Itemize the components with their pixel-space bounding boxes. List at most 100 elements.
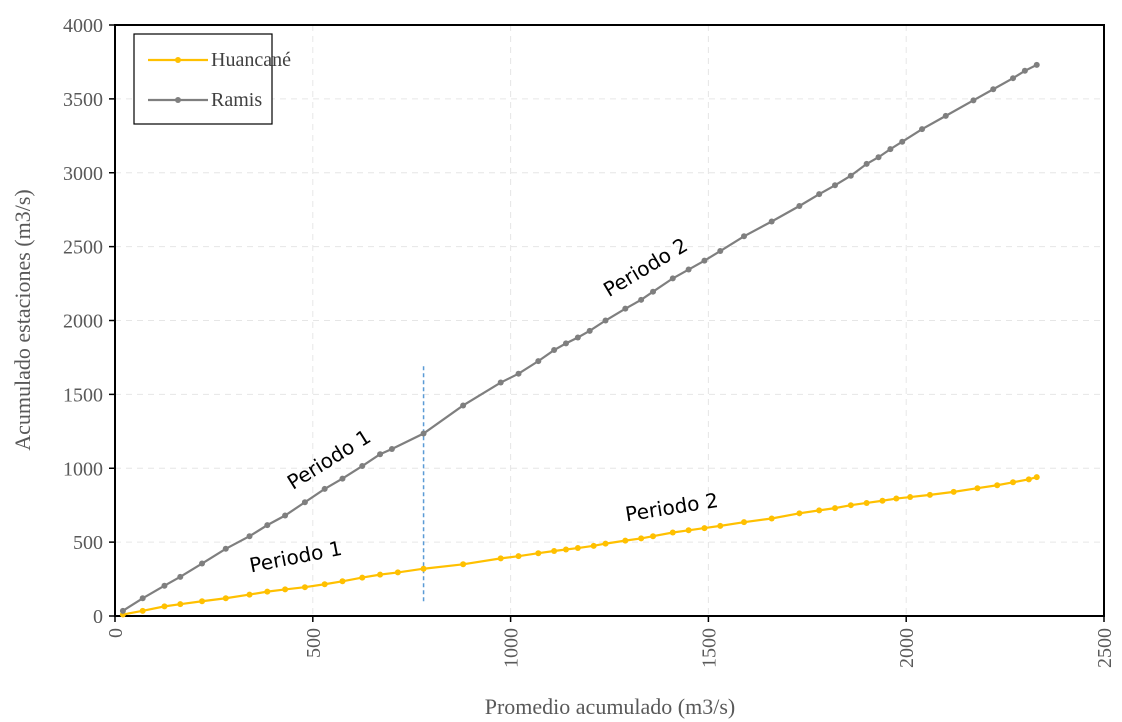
x-tick-label: 1000 bbox=[501, 628, 523, 668]
data-point bbox=[685, 266, 692, 273]
data-point bbox=[535, 358, 542, 365]
data-point bbox=[919, 126, 926, 133]
x-tick-label: 0 bbox=[105, 628, 127, 638]
legend-item: Huancané bbox=[148, 49, 291, 71]
data-point bbox=[515, 370, 522, 377]
x-tick-label: 500 bbox=[303, 628, 325, 658]
data-point bbox=[420, 430, 427, 437]
legend-marker bbox=[175, 57, 181, 63]
data-point bbox=[497, 379, 504, 386]
data-point bbox=[574, 334, 581, 341]
y-tick-label: 500 bbox=[73, 532, 103, 554]
data-point bbox=[264, 588, 271, 595]
data-point bbox=[246, 533, 253, 540]
data-point bbox=[377, 571, 384, 578]
legend-item: Ramis bbox=[148, 89, 262, 111]
data-point bbox=[926, 491, 933, 498]
data-point bbox=[339, 475, 346, 482]
data-point bbox=[622, 537, 629, 544]
data-point bbox=[602, 317, 609, 324]
data-point bbox=[535, 550, 542, 557]
y-tick-label: 0 bbox=[93, 606, 103, 628]
data-point bbox=[950, 488, 957, 495]
data-point bbox=[161, 582, 168, 589]
data-point bbox=[887, 146, 894, 153]
data-point bbox=[669, 275, 676, 282]
data-point bbox=[590, 542, 597, 549]
data-point bbox=[768, 218, 775, 225]
data-point bbox=[863, 160, 870, 167]
data-point bbox=[586, 327, 593, 334]
data-point bbox=[177, 573, 184, 580]
data-point bbox=[994, 482, 1001, 489]
data-point bbox=[199, 560, 206, 567]
data-point bbox=[222, 545, 229, 552]
legend-box bbox=[133, 33, 273, 125]
x-tick-label: 2000 bbox=[896, 628, 918, 668]
data-point bbox=[515, 553, 522, 560]
legend-marker bbox=[175, 97, 181, 103]
data-point bbox=[741, 519, 748, 526]
data-point bbox=[669, 529, 676, 536]
data-point bbox=[177, 601, 184, 608]
data-point bbox=[301, 499, 308, 506]
data-point bbox=[359, 574, 366, 581]
data-point bbox=[875, 154, 882, 161]
data-point bbox=[796, 202, 803, 209]
data-point bbox=[420, 565, 427, 572]
data-point bbox=[1025, 476, 1032, 483]
data-point bbox=[139, 595, 146, 602]
data-point bbox=[650, 288, 657, 295]
data-point bbox=[847, 502, 854, 509]
data-point bbox=[907, 494, 914, 501]
data-point bbox=[339, 578, 346, 585]
data-point bbox=[460, 402, 467, 409]
data-point bbox=[701, 525, 708, 532]
x-axis-title: Promedio acumulado (m3/s) bbox=[485, 694, 736, 719]
data-point bbox=[321, 581, 328, 588]
data-point bbox=[701, 257, 708, 264]
x-tick-label: 1500 bbox=[698, 628, 720, 668]
data-point bbox=[768, 515, 775, 522]
data-point bbox=[1033, 474, 1040, 481]
y-tick-label: 4000 bbox=[63, 15, 103, 37]
period-annotation: Periodo 2 bbox=[624, 488, 720, 526]
data-point bbox=[1033, 61, 1040, 68]
y-tick-label: 2500 bbox=[63, 237, 103, 259]
data-point bbox=[1010, 479, 1017, 486]
data-point bbox=[282, 586, 289, 593]
data-point bbox=[222, 595, 229, 602]
data-point bbox=[879, 497, 886, 504]
data-point bbox=[1010, 75, 1017, 82]
data-point bbox=[970, 97, 977, 104]
data-point bbox=[816, 191, 823, 198]
data-point bbox=[685, 527, 692, 534]
data-point bbox=[139, 607, 146, 614]
data-point bbox=[460, 561, 467, 568]
data-point bbox=[741, 233, 748, 240]
data-point bbox=[863, 499, 870, 506]
y-tick-label: 3000 bbox=[63, 163, 103, 185]
data-point bbox=[264, 522, 271, 529]
series-huancane bbox=[119, 474, 1040, 618]
legend: Huancané Ramis bbox=[133, 33, 291, 125]
data-point bbox=[942, 112, 949, 119]
data-point bbox=[650, 533, 657, 540]
series-ramis bbox=[119, 61, 1040, 614]
data-point bbox=[394, 569, 401, 576]
y-axis-title: Acumulado estaciones (m3/s) bbox=[10, 189, 35, 451]
y-axis-ticks: 0 500 1000 1500 2000 2500 3000 3500 4000 bbox=[63, 15, 115, 628]
data-point bbox=[990, 86, 997, 93]
x-axis-ticks: 0 500 1000 1500 2000 2500 bbox=[105, 616, 1116, 668]
data-point bbox=[321, 485, 328, 492]
y-tick-label: 2000 bbox=[63, 311, 103, 333]
data-point bbox=[551, 547, 558, 554]
data-point bbox=[796, 510, 803, 517]
data-point bbox=[562, 546, 569, 553]
data-point bbox=[161, 603, 168, 610]
y-tick-label: 1000 bbox=[63, 458, 103, 480]
legend-label: Ramis bbox=[211, 89, 262, 111]
y-tick-label: 3500 bbox=[63, 89, 103, 111]
